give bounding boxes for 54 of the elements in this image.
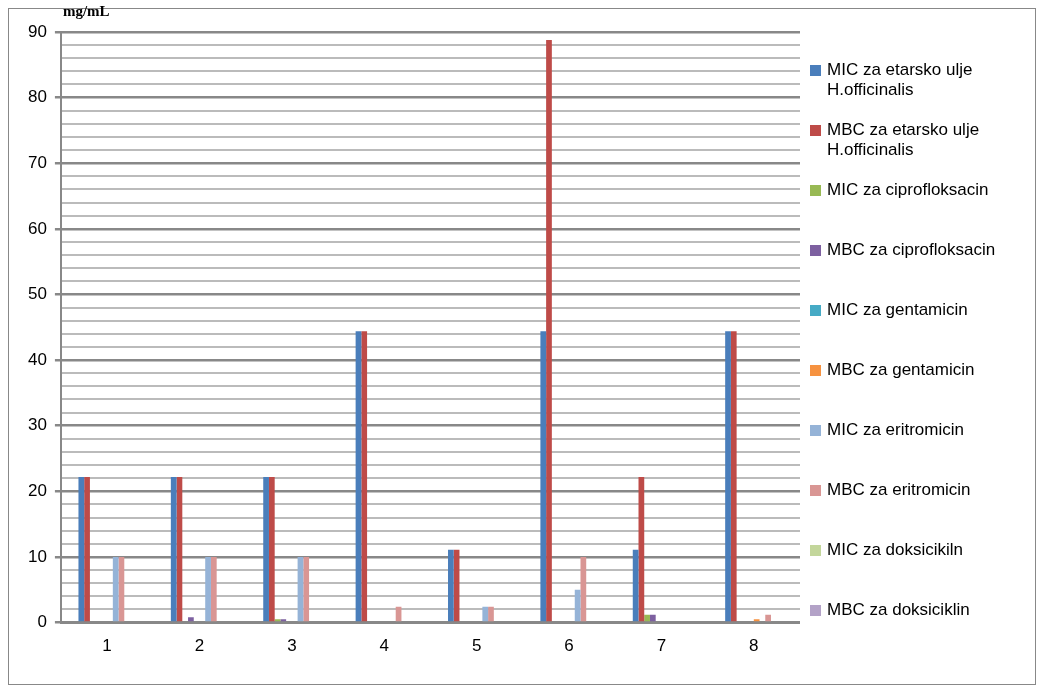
bar (765, 614, 771, 622)
bar (730, 331, 737, 622)
bar (753, 619, 760, 622)
legend-label: MIC za doksicikiln (827, 540, 964, 560)
legend-label: MBC za etarsko ulje H.officinalis (827, 120, 981, 160)
x-tick-label: 2 (194, 636, 205, 656)
y-tick-label: 30 (27, 415, 47, 435)
y-tick-label: 10 (27, 546, 47, 566)
x-tick-label: 1 (102, 636, 112, 656)
bar (448, 549, 454, 622)
bar (84, 476, 90, 622)
y-tick-label: 40 (27, 349, 47, 369)
x-tick-label: 6 (564, 636, 574, 656)
bar (540, 331, 547, 622)
bar (170, 476, 177, 622)
x-tick-label: 4 (379, 636, 389, 656)
y-tick-label: 90 (27, 21, 47, 41)
bar (112, 556, 119, 622)
x-tick-label: 5 (471, 636, 482, 656)
bar (644, 614, 650, 622)
legend-label: MBC za eritromicin (827, 480, 971, 500)
bar (263, 476, 269, 622)
bar (205, 556, 211, 622)
bar (303, 556, 310, 622)
legend-label: MBC za gentamicin (827, 360, 975, 380)
legend-label: MIC za gentamicin (827, 300, 968, 320)
x-tick-label: 3 (287, 636, 297, 656)
y-axis-title: mg/mL (62, 3, 110, 20)
legend-label: MIC za eritromicin (827, 420, 964, 440)
bar (580, 556, 587, 622)
legend-label: MBC za doksiciklin (827, 600, 970, 620)
bar (725, 331, 731, 622)
bar (280, 619, 287, 622)
bar (268, 476, 275, 622)
bar (361, 331, 368, 622)
y-tick-label: 60 (27, 218, 47, 238)
bar (210, 556, 217, 622)
bar (488, 606, 494, 622)
bar (649, 614, 656, 622)
bar (188, 617, 194, 622)
y-tick-label: 80 (27, 87, 47, 107)
y-tick-label: 20 (27, 481, 47, 501)
bar (546, 39, 552, 622)
legend-label: MIC za etarsko ulje H.officinalis (827, 60, 974, 100)
bar (482, 606, 489, 622)
legend-label: MIC za ciprofloksacin (827, 180, 989, 200)
bar (632, 549, 639, 622)
y-tick-label: 0 (37, 612, 47, 632)
legend-label: MBC za ciprofloksacin (827, 240, 996, 260)
x-tick-label: 7 (656, 636, 667, 656)
y-tick-label: 70 (27, 152, 47, 172)
y-tick-label: 50 (27, 284, 47, 304)
bar (78, 476, 85, 622)
x-tick-label: 8 (749, 636, 759, 656)
